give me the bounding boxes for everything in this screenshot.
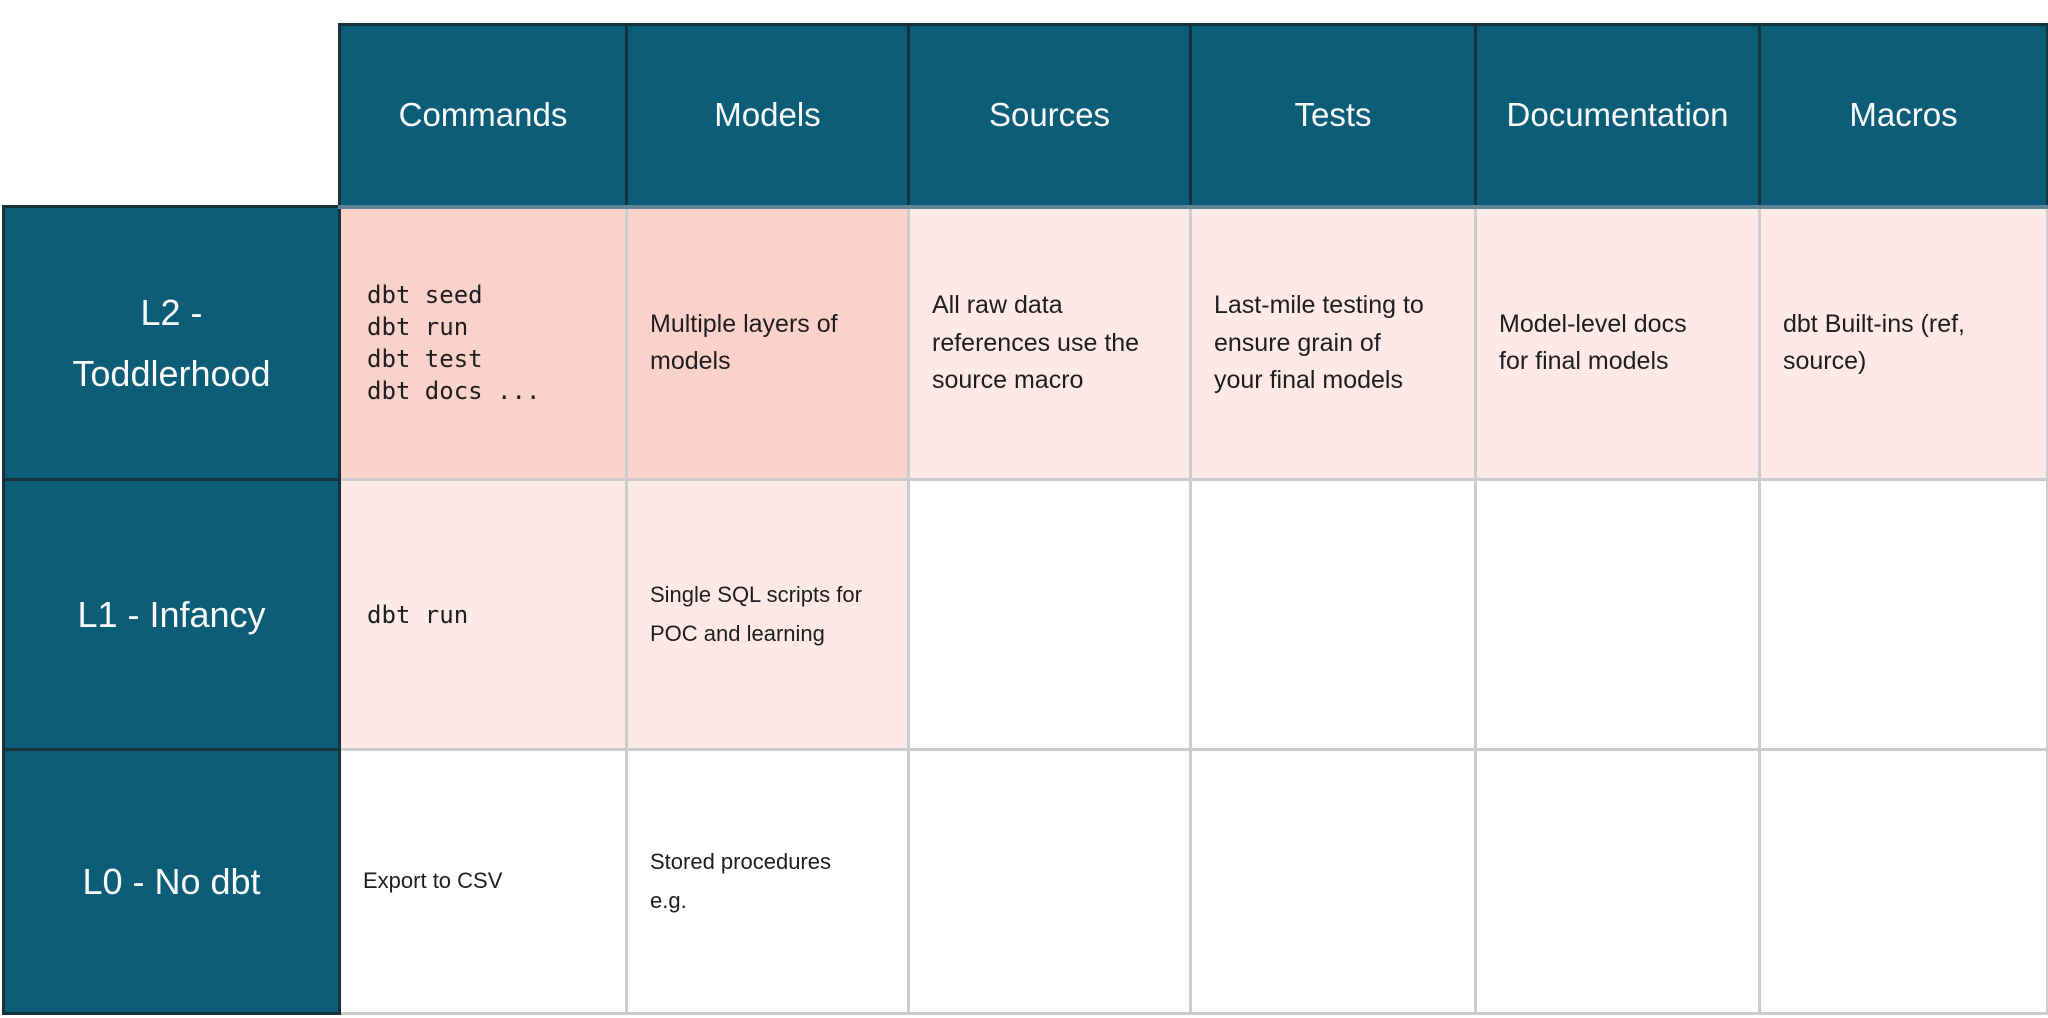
table-row-l2: L2 - Toddlerhood dbt seed dbt run dbt te…: [2, 205, 2048, 481]
column-header-tests: Tests: [1189, 23, 1477, 209]
cell-l1-macros: [1758, 478, 2048, 751]
cell-l0-macros: [1758, 748, 2048, 1015]
cell-l0-commands: Export to CSV: [338, 748, 628, 1015]
column-header-sources: Sources: [907, 23, 1192, 209]
cell-l0-tests: [1189, 748, 1477, 1015]
dbt-maturity-table: Commands Models Sources Tests Documentat…: [2, 23, 2048, 1015]
column-header-models: Models: [625, 23, 910, 209]
cell-l2-sources: All raw data references use the source m…: [907, 205, 1192, 481]
cell-l2-commands: dbt seed dbt run dbt test dbt docs ...: [338, 205, 628, 481]
table-row-l1: L1 - Infancy dbt run Single SQL scripts …: [2, 478, 2048, 751]
cell-l1-tests: [1189, 478, 1477, 751]
row-header-l1-infancy: L1 - Infancy: [2, 478, 341, 751]
column-header-macros: Macros: [1758, 23, 2048, 209]
cell-l2-tests: Last-mile testing to ensure grain of you…: [1189, 205, 1477, 481]
cell-l2-documentation: Model-level docs for final models: [1474, 205, 1761, 481]
header-row: Commands Models Sources Tests Documentat…: [4, 23, 2048, 209]
cell-l0-documentation: [1474, 748, 1761, 1015]
cell-l0-sources: [907, 748, 1192, 1015]
table-row-l0: L0 - No dbt Export to CSV Stored procedu…: [2, 748, 2048, 1015]
cell-l2-macros: dbt Built-ins (ref, source): [1758, 205, 2048, 481]
cell-l0-models: Stored procedures e.g.: [625, 748, 910, 1015]
cell-l2-models: Multiple layers of models: [625, 205, 910, 481]
column-header-commands: Commands: [338, 23, 628, 209]
cell-l1-models: Single SQL scripts for POC and learning: [625, 478, 910, 751]
row-header-l0-no-dbt: L0 - No dbt: [2, 748, 341, 1015]
cell-l1-commands: dbt run: [338, 478, 628, 751]
row-header-l2-toddlerhood: L2 - Toddlerhood: [2, 205, 341, 481]
column-header-documentation: Documentation: [1474, 23, 1761, 209]
cell-l1-documentation: [1474, 478, 1761, 751]
cell-l1-sources: [907, 478, 1192, 751]
corner-cell: [4, 25, 340, 207]
